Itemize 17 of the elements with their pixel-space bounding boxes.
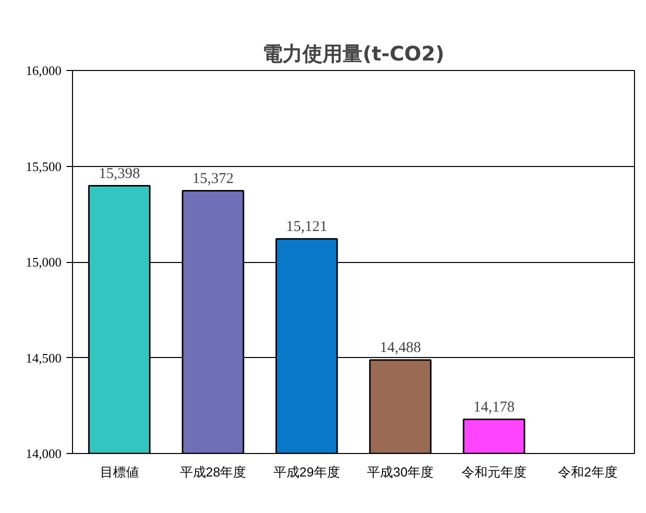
data-label: 15,121 xyxy=(286,218,328,235)
data-label: 15,372 xyxy=(192,170,234,187)
data-label: 14,488 xyxy=(380,340,421,356)
x-tick-label: 平成30年度 xyxy=(367,464,434,480)
y-tick-label: 14,500 xyxy=(26,350,62,366)
y-tick-label: 15,000 xyxy=(26,254,62,270)
x-tick-label: 目標値 xyxy=(100,464,139,480)
y-tick-label: 16,000 xyxy=(26,63,62,78)
y-tick-label: 15,500 xyxy=(26,158,62,174)
y-tick-label: 14,000 xyxy=(26,446,62,461)
x-tick-label: 令和2年度 xyxy=(558,464,618,480)
data-label: 15,398 xyxy=(98,166,140,182)
chart-title: 電力使用量(t-CO2) xyxy=(262,42,444,66)
x-tick-label: 令和元年度 xyxy=(462,464,526,480)
x-tick-label: 平成29年度 xyxy=(273,464,340,480)
x-tick-label: 平成28年度 xyxy=(180,464,246,480)
data-label: 14,178 xyxy=(473,399,515,416)
